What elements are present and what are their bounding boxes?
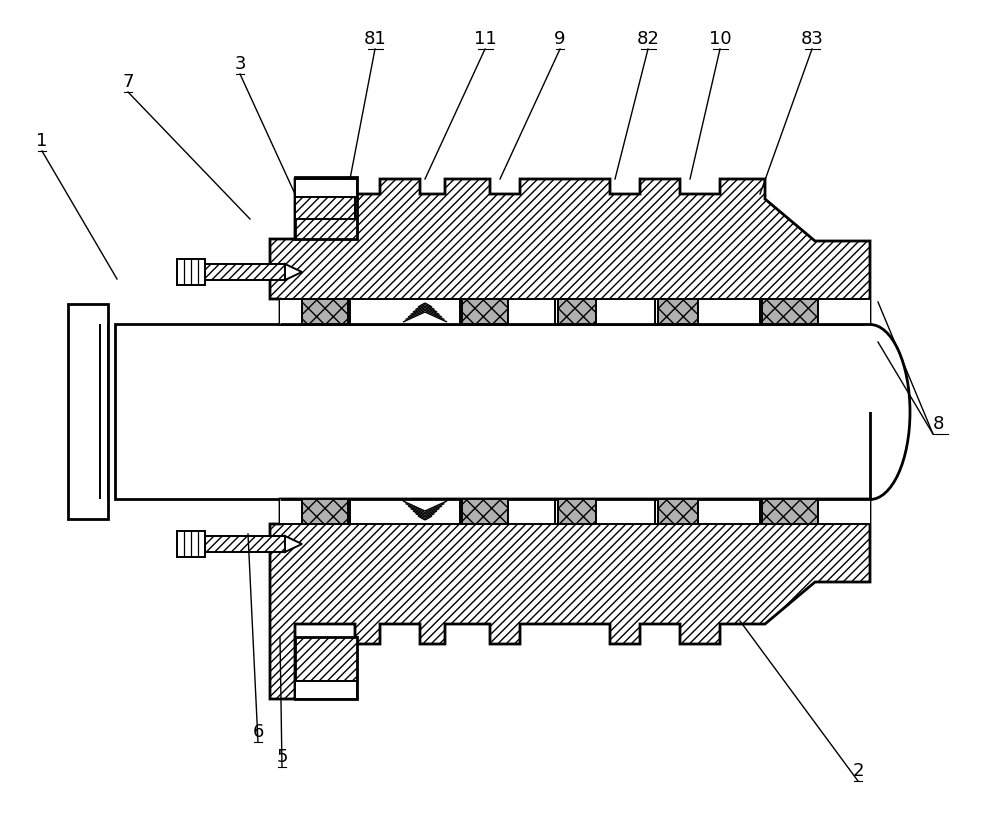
Bar [462,299,508,324]
Polygon shape [830,325,910,412]
Text: 1: 1 [36,132,48,150]
Text: 6: 6 [252,723,264,741]
Text: 82: 82 [637,30,659,48]
Text: 8: 8 [932,415,944,433]
Bar [558,499,596,524]
Polygon shape [270,179,870,324]
Text: 2: 2 [852,762,864,780]
Polygon shape [270,499,870,699]
Bar [558,299,596,324]
Bar [658,499,698,524]
Bar [762,299,818,324]
Bar [295,179,357,197]
Polygon shape [68,304,108,519]
Text: 3: 3 [234,55,246,73]
Bar [462,499,508,524]
Text: 11: 11 [474,30,496,48]
Text: 83: 83 [801,30,823,48]
Polygon shape [280,299,870,324]
Bar [295,637,357,699]
Polygon shape [295,179,355,219]
Bar [658,299,698,324]
Polygon shape [115,324,870,499]
Text: 5: 5 [276,748,288,766]
Polygon shape [177,259,205,285]
Bar [302,299,348,324]
Bar [295,681,357,699]
Bar [762,499,818,524]
Text: 9: 9 [554,30,566,48]
Polygon shape [285,264,302,280]
Polygon shape [280,499,870,524]
Bar [295,177,357,239]
Polygon shape [205,264,285,280]
Text: 81: 81 [364,30,386,48]
Polygon shape [285,536,302,552]
Bar [302,499,348,524]
Text: 10: 10 [709,30,731,48]
Polygon shape [205,536,285,552]
Polygon shape [177,531,205,557]
Text: 7: 7 [122,73,134,91]
